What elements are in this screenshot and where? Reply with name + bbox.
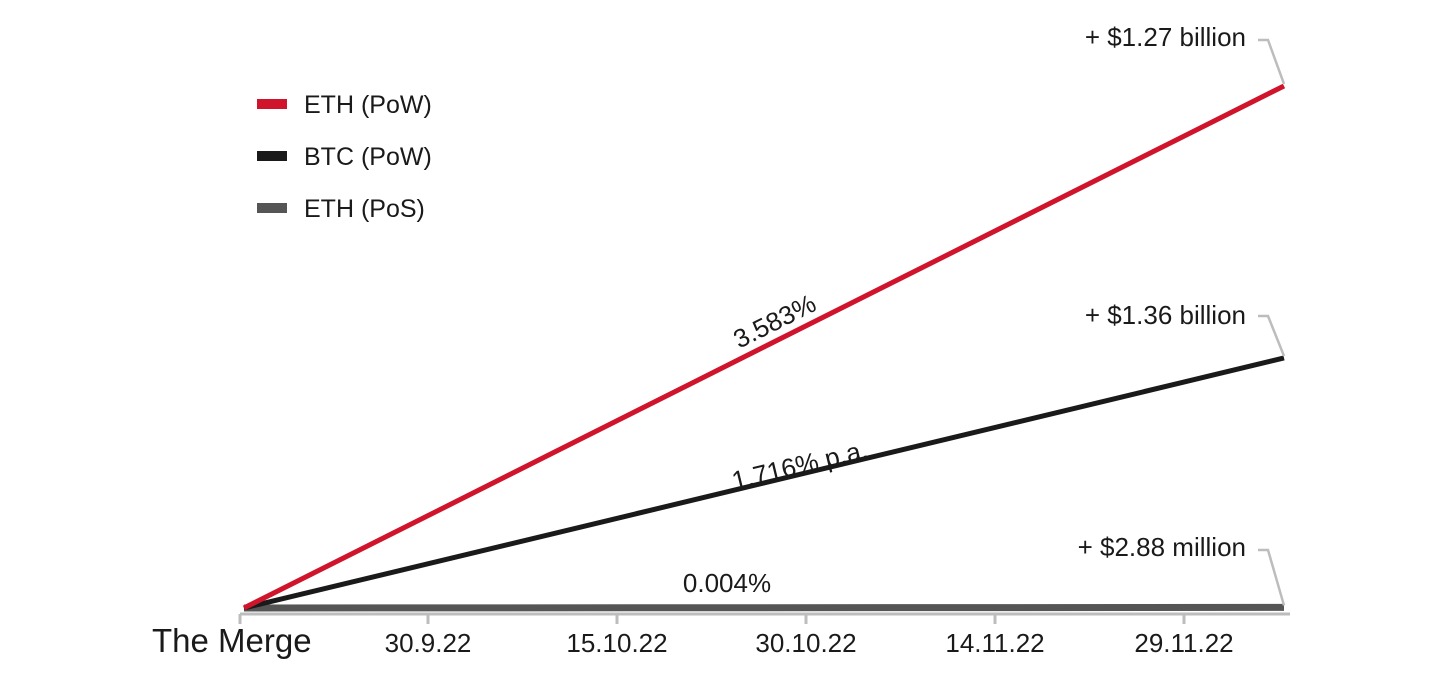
rate-label: 0.004% bbox=[683, 568, 771, 598]
legend-swatch bbox=[257, 203, 287, 213]
legend-swatch bbox=[257, 151, 287, 161]
x-tick-label: 14.11.22 bbox=[945, 628, 1044, 658]
x-tick-label: The Merge bbox=[152, 622, 312, 659]
end-value-label: + $2.88 million bbox=[1078, 532, 1246, 562]
leader-line bbox=[1258, 314, 1286, 357]
leader-line bbox=[1258, 548, 1286, 606]
leader-line bbox=[1258, 38, 1286, 85]
series-line-2 bbox=[243, 603, 1285, 612]
rate-label: 1.716% p.a. bbox=[729, 434, 871, 496]
x-tick-label: 15.10.22 bbox=[566, 628, 667, 658]
legend-label: BTC (PoW) bbox=[304, 143, 432, 171]
x-tick-label: 30.10.22 bbox=[755, 628, 856, 658]
end-value-label: + $1.27 billion bbox=[1085, 22, 1246, 52]
x-tick-label: 29.11.22 bbox=[1134, 628, 1233, 658]
end-value-label: + $1.36 billion bbox=[1085, 300, 1246, 330]
series-line-1 bbox=[243, 355, 1285, 611]
legend-label: ETH (PoS) bbox=[304, 195, 425, 223]
legend-label: ETH (PoW) bbox=[304, 91, 432, 119]
legend: ETH (PoW) BTC (PoW) ETH (PoS) bbox=[257, 91, 432, 223]
series-line-0 bbox=[242, 83, 1286, 611]
legend-swatch bbox=[257, 99, 287, 109]
x-tick-label: 30.9.22 bbox=[385, 628, 472, 658]
